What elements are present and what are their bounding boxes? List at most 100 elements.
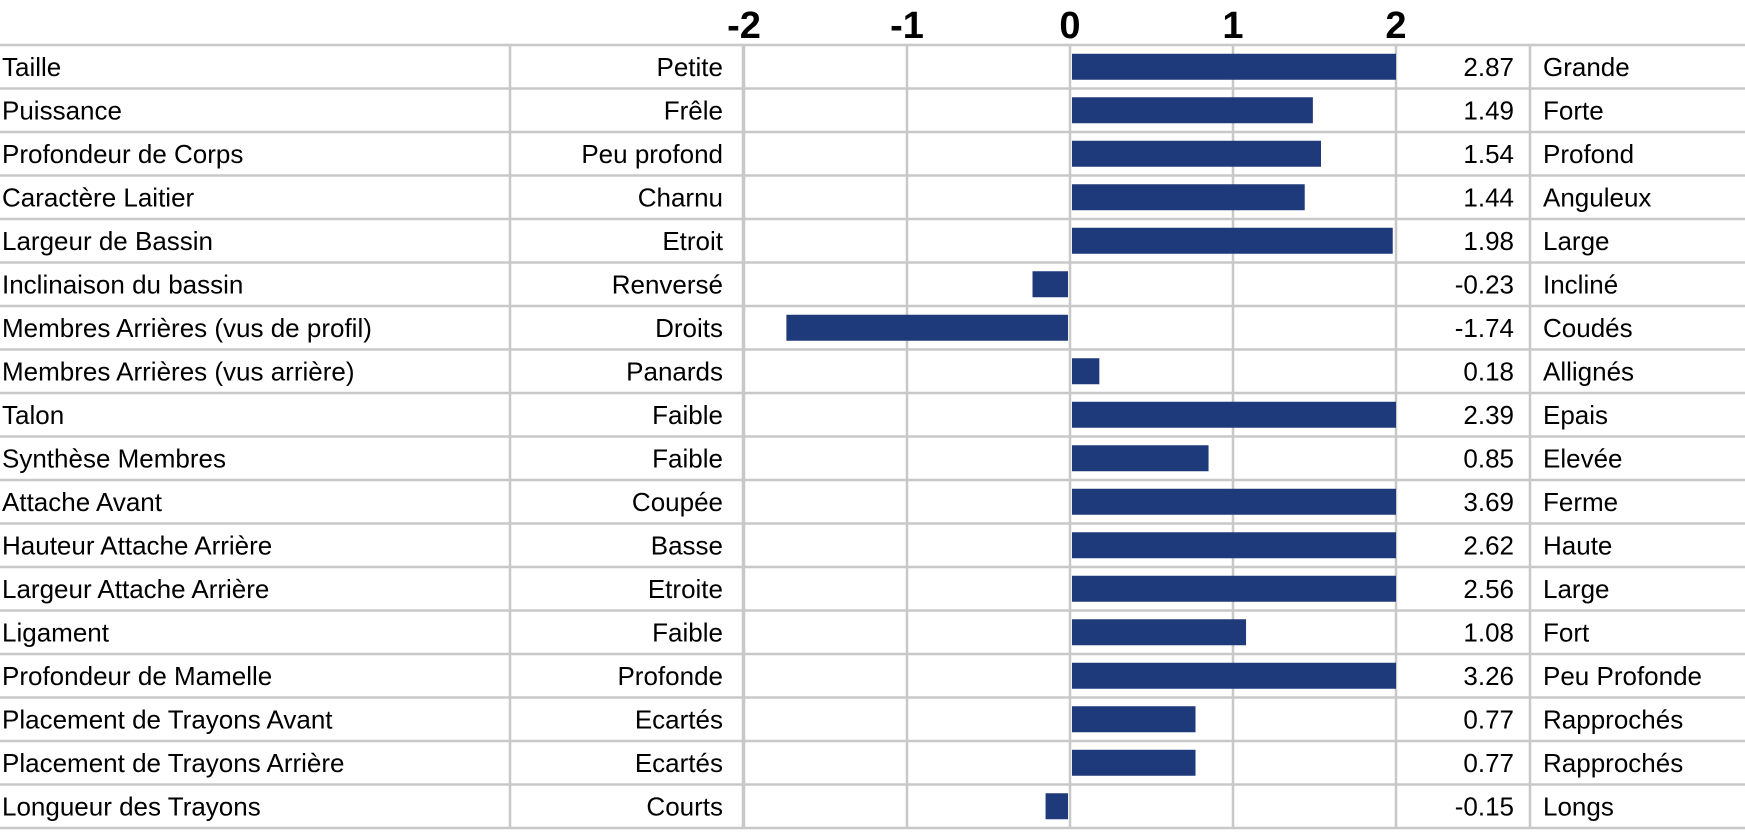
- bar: [1072, 662, 1396, 689]
- high-pole-label: Allignés: [1543, 356, 1634, 386]
- bar: [1072, 97, 1313, 124]
- bar: [1045, 793, 1068, 820]
- trait-label: Synthèse Membres: [2, 443, 226, 473]
- value-label: -0.23: [1455, 269, 1514, 299]
- value-label: 1.44: [1463, 182, 1514, 212]
- high-pole-label: Coudés: [1543, 313, 1633, 343]
- high-pole-label: Peu Profonde: [1543, 661, 1702, 691]
- trait-label: Profondeur de Corps: [2, 139, 243, 169]
- high-pole-label: Rapprochés: [1543, 704, 1683, 734]
- value-label: 0.77: [1463, 704, 1514, 734]
- value-label: 2.56: [1463, 574, 1514, 604]
- trait-label: Ligament: [2, 617, 110, 647]
- x-axis-ticks: -2 -1 0 1 2: [727, 5, 1406, 47]
- low-pole-label: Frêle: [664, 95, 723, 125]
- low-pole-label: Basse: [651, 530, 723, 560]
- row-labels: Taille Petite 2.87 Grande Puissance Frêle 1.49…: [2, 52, 1702, 822]
- x-tick-label: 1: [1222, 5, 1243, 47]
- low-pole-label: Faible: [652, 443, 723, 473]
- value-label: 0.18: [1463, 356, 1514, 386]
- bar: [1032, 271, 1068, 298]
- value-label: 1.54: [1463, 139, 1514, 169]
- low-pole-label: Peu profond: [581, 139, 723, 169]
- low-pole-label: Ecartés: [635, 704, 723, 734]
- high-pole-label: Large: [1543, 226, 1610, 256]
- value-label: -1.74: [1455, 313, 1514, 343]
- bar: [1072, 532, 1396, 559]
- high-pole-label: Rapprochés: [1543, 748, 1683, 778]
- low-pole-label: Faible: [652, 400, 723, 430]
- bar: [1072, 53, 1396, 80]
- trait-label: Placement de Trayons Arrière: [2, 748, 345, 778]
- bar: [1072, 575, 1396, 602]
- low-pole-label: Petite: [657, 52, 724, 82]
- value-label: 0.77: [1463, 748, 1514, 778]
- high-pole-label: Elevée: [1543, 443, 1623, 473]
- bar: [786, 314, 1068, 341]
- low-pole-label: Courts: [646, 791, 723, 821]
- low-pole-label: Etroite: [648, 574, 723, 604]
- bar: [1072, 445, 1209, 472]
- bar: [1072, 358, 1100, 385]
- high-pole-label: Haute: [1543, 530, 1612, 560]
- value-label: 3.26: [1463, 661, 1514, 691]
- trait-label: Hauteur Attache Arrière: [2, 530, 272, 560]
- trait-label: Talon: [2, 400, 64, 430]
- high-pole-label: Longs: [1543, 791, 1614, 821]
- value-label: 1.08: [1463, 617, 1514, 647]
- value-label: 1.98: [1463, 226, 1514, 256]
- x-tick-label: 2: [1385, 5, 1406, 47]
- high-pole-label: Forte: [1543, 95, 1604, 125]
- value-label: 2.87: [1463, 52, 1514, 82]
- x-tick-label: 0: [1059, 5, 1080, 47]
- low-pole-label: Renversé: [612, 269, 723, 299]
- bar: [1072, 749, 1196, 776]
- trait-label: Membres Arrières (vus arrière): [2, 356, 355, 386]
- high-pole-label: Anguleux: [1543, 182, 1651, 212]
- x-tick-label: -1: [890, 5, 924, 47]
- high-pole-label: Epais: [1543, 400, 1608, 430]
- value-label: 1.49: [1463, 95, 1514, 125]
- low-pole-label: Droits: [655, 313, 723, 343]
- high-pole-label: Incliné: [1543, 269, 1618, 299]
- trait-label: Profondeur de Mamelle: [2, 661, 272, 691]
- high-pole-label: Grande: [1543, 52, 1630, 82]
- low-pole-label: Faible: [652, 617, 723, 647]
- trait-label: Caractère Laitier: [2, 182, 195, 212]
- grid-lines: [0, 43, 1745, 830]
- bar: [1072, 488, 1396, 515]
- value-label: 2.39: [1463, 400, 1514, 430]
- low-pole-label: Ecartés: [635, 748, 723, 778]
- high-pole-label: Fort: [1543, 617, 1590, 647]
- trait-label: Taille: [2, 52, 61, 82]
- low-pole-label: Panards: [626, 356, 723, 386]
- trait-label: Attache Avant: [2, 487, 163, 517]
- trait-label: Membres Arrières (vus de profil): [2, 313, 372, 343]
- trait-label: Longueur des Trayons: [2, 791, 261, 821]
- bar: [1072, 227, 1393, 254]
- bar: [1072, 619, 1247, 646]
- high-pole-label: Profond: [1543, 139, 1634, 169]
- high-pole-label: Ferme: [1543, 487, 1618, 517]
- value-label: 2.62: [1463, 530, 1514, 560]
- high-pole-label: Large: [1543, 574, 1610, 604]
- trait-label: Puissance: [2, 95, 122, 125]
- bar: [1072, 184, 1305, 211]
- bar: [1072, 140, 1322, 167]
- low-pole-label: Charnu: [638, 182, 723, 212]
- low-pole-label: Etroit: [662, 226, 723, 256]
- trait-label: Inclinaison du bassin: [2, 269, 243, 299]
- low-pole-label: Profonde: [617, 661, 723, 691]
- trait-label: Largeur Attache Arrière: [2, 574, 269, 604]
- low-pole-label: Coupée: [632, 487, 723, 517]
- trait-label: Largeur de Bassin: [2, 226, 213, 256]
- value-label: 0.85: [1463, 443, 1514, 473]
- bar: [1072, 401, 1396, 428]
- trait-label: Placement de Trayons Avant: [2, 704, 333, 734]
- value-label: -0.15: [1455, 791, 1514, 821]
- value-label: 3.69: [1463, 487, 1514, 517]
- bars: [786, 53, 1396, 820]
- bar: [1072, 706, 1196, 733]
- x-tick-label: -2: [727, 5, 761, 47]
